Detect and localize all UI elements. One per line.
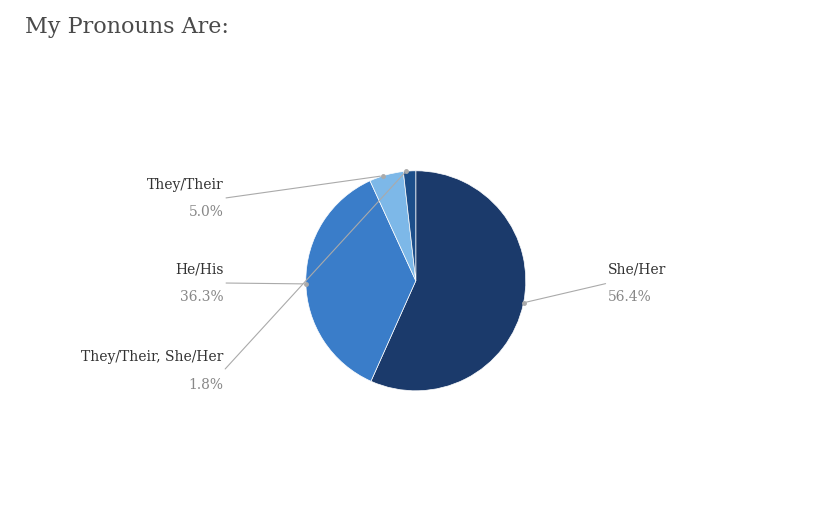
Text: He/His: He/His bbox=[175, 263, 223, 277]
Text: 1.8%: 1.8% bbox=[188, 378, 223, 392]
Text: They/Their, She/Her: They/Their, She/Her bbox=[81, 350, 223, 365]
Wedge shape bbox=[306, 181, 416, 381]
Wedge shape bbox=[371, 171, 526, 391]
Text: My Pronouns Are:: My Pronouns Are: bbox=[25, 16, 229, 37]
Text: 5.0%: 5.0% bbox=[188, 205, 223, 219]
Wedge shape bbox=[370, 172, 416, 281]
Text: She/Her: She/Her bbox=[608, 263, 667, 277]
Text: 36.3%: 36.3% bbox=[180, 290, 223, 304]
Text: 56.4%: 56.4% bbox=[608, 290, 652, 304]
Wedge shape bbox=[403, 171, 416, 281]
Text: They/Their: They/Their bbox=[146, 178, 223, 192]
